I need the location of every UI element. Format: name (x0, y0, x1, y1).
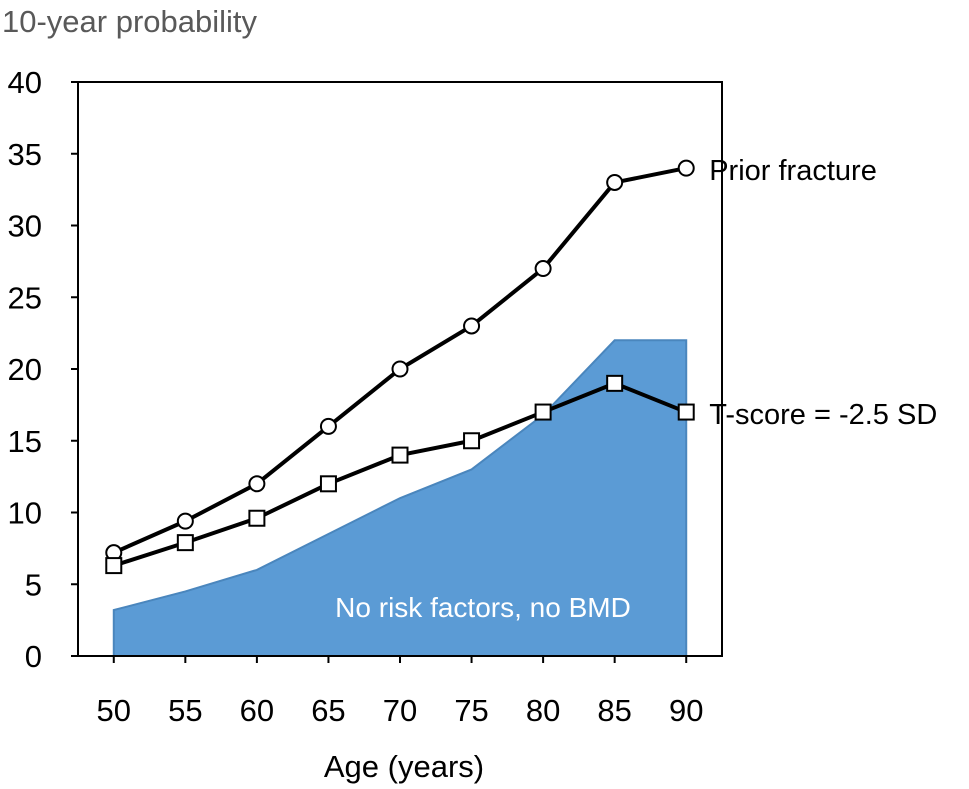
x-tick-label: 55 (168, 693, 202, 728)
point-prior-fracture (319, 417, 337, 435)
area-series-label: No risk factors, no BMD (335, 592, 631, 623)
point-t-score (176, 534, 194, 552)
series-label-prior-fracture: Prior fracture (709, 155, 877, 187)
point-prior-fracture (391, 360, 409, 378)
point-t-score (463, 432, 481, 450)
point-prior-fracture (176, 512, 194, 530)
y-tick-label: 35 (8, 137, 42, 172)
y-tick-label: 15 (8, 424, 42, 459)
point-prior-fracture (463, 317, 481, 335)
y-tick-label: 40 (8, 65, 42, 100)
x-axis-title: Age (years) (324, 749, 484, 784)
point-t-score (677, 403, 695, 421)
x-tick-label: 65 (311, 693, 345, 728)
point-t-score (391, 446, 409, 464)
marker-layer (105, 159, 695, 575)
point-t-score (105, 557, 123, 575)
x-tick-label: 75 (454, 693, 488, 728)
y-tick-label: 30 (8, 209, 42, 244)
point-prior-fracture (606, 173, 624, 191)
point-prior-fracture (248, 475, 266, 493)
x-tick-label: 85 (597, 693, 631, 728)
x-tick-label: 90 (669, 693, 703, 728)
y-tick-label: 20 (8, 352, 42, 387)
y-tick-label: 5 (25, 567, 42, 602)
y-axis-title: 10-year probability (2, 4, 258, 39)
point-t-score (606, 374, 624, 392)
y-tick-label: 0 (25, 639, 42, 674)
x-tick-label: 70 (383, 693, 417, 728)
x-tick-label: 80 (526, 693, 560, 728)
x-axis: 50 55 60 65 70 75 80 85 90 (97, 656, 703, 728)
series-label-layer: No risk factors, no BMD Prior fracture T-s… (335, 155, 937, 623)
x-tick-label: 50 (97, 693, 131, 728)
point-t-score (319, 475, 337, 493)
y-tick-label: 25 (8, 280, 42, 315)
point-t-score (534, 403, 552, 421)
series-label-t-score: T-score = -2.5 SD (709, 399, 937, 431)
y-axis: 0 5 10 15 20 25 30 35 40 (8, 65, 78, 674)
point-t-score (248, 509, 266, 527)
y-tick-label: 10 (8, 496, 42, 531)
point-prior-fracture (677, 159, 695, 177)
point-prior-fracture (534, 260, 552, 278)
x-tick-label: 60 (240, 693, 274, 728)
